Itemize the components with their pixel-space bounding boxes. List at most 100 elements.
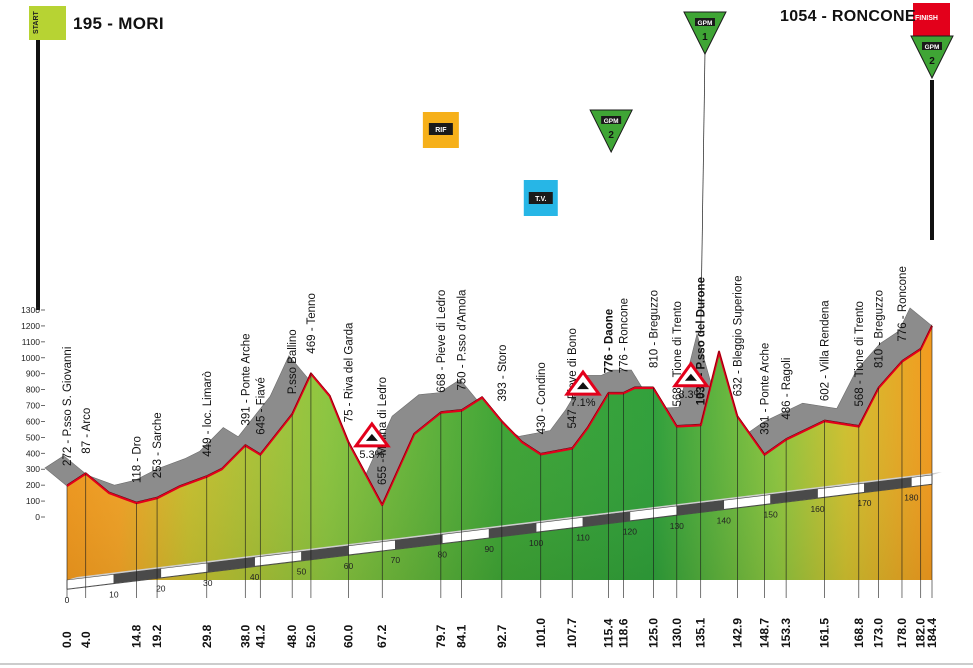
finish-flag: FINISH [913, 3, 950, 37]
km-label: 173.0 [872, 618, 886, 648]
x-tick-label: 170 [857, 498, 871, 508]
km-label: 67.2 [375, 624, 389, 648]
place-label: 393 - Storo [497, 345, 509, 402]
y-tick-label: 1300 [21, 305, 40, 315]
km-label: 148.7 [758, 618, 772, 648]
y-tick-label: 1200 [21, 321, 40, 331]
place-label: 391 - Ponte Arche [240, 333, 252, 425]
start-flag: START [29, 6, 66, 40]
gradient-sign-icon [684, 373, 697, 381]
x-tick-label: 110 [576, 532, 590, 542]
km-label: 153.3 [779, 618, 793, 648]
km-label: 118.6 [616, 618, 630, 648]
place-label: 568 - Tione di Trento [854, 301, 866, 406]
tv-badge [528, 192, 553, 204]
gpm-badge [922, 42, 942, 50]
y-tick-label: 1000 [21, 353, 40, 363]
x-tick-label: 130 [670, 521, 684, 531]
km-label: 19.2 [150, 624, 164, 648]
km-label: 29.8 [200, 624, 214, 648]
place-label: 272 - P.sso S. Giovanni [62, 347, 74, 466]
start-title: 195 - MORI [73, 14, 164, 33]
leader-lines [66, 325, 933, 598]
place-label: P.sso Ballino [287, 329, 299, 394]
km-label: 142.9 [730, 618, 744, 648]
km-label: 184.4 [925, 618, 939, 648]
place-label: 750 - P.sso d'Amola [457, 289, 469, 391]
x-tick-label: 90 [484, 544, 494, 554]
profile-top-line [66, 325, 933, 507]
y-tick-label: 900 [26, 369, 40, 379]
finish-title: 1054 - RONCONE [780, 8, 916, 25]
x-tick-label: 40 [250, 572, 260, 582]
x-axis: 0 10 20 30 40 50 60 70 80 90 100 110 120 130 140 150 160… [65, 493, 919, 605]
place-label: 75 - Riva del Garda [343, 322, 355, 422]
x-tick-label: 160 [810, 504, 824, 514]
gpm-label: GPM [925, 44, 940, 51]
km-label: 182.0 [914, 618, 928, 648]
km-label: 38.0 [238, 624, 252, 648]
place-label: 655 - Molina di Ledro [377, 377, 389, 485]
x-tick-label: 10 [109, 589, 119, 599]
base-band [0, 472, 973, 665]
gpm-label: GPM [604, 118, 619, 125]
rif-label: RIF [435, 127, 447, 134]
gpm-label: GPM [698, 20, 713, 27]
place-label: 602 - Villa Rendena [820, 300, 832, 401]
km-label: 0.0 [60, 631, 74, 648]
profile-layer [44, 307, 933, 580]
y-tick-label: 500 [26, 432, 40, 442]
x-tick-label: 30 [203, 578, 213, 588]
place-label: 391 - Ponte Arche [760, 343, 772, 435]
x-tick-label: 180 [904, 493, 918, 503]
km-label: 115.4 [601, 618, 615, 648]
km-label: 125.0 [646, 618, 660, 648]
km-label: 168.8 [852, 618, 866, 648]
place-label: 430 - Condino [536, 362, 548, 434]
x-tick-label: 80 [438, 549, 448, 559]
place-label: 486 - Ragoli [781, 358, 793, 420]
y-tick-label: 300 [26, 464, 40, 474]
y-tick-label: 400 [26, 448, 40, 458]
gpm-badge [694, 18, 715, 26]
y-tick-label: 800 [26, 385, 40, 395]
y-tick-label: 0 [35, 512, 40, 522]
gradient-label: 7.1% [570, 397, 595, 409]
finish-flag-label: FINISH [915, 15, 938, 22]
gpm-badge [601, 116, 622, 124]
gpm-marker [683, 11, 727, 56]
x-tick-label: 70 [391, 555, 401, 565]
gradient-label: 5.3% [359, 449, 384, 461]
gpm-marker [589, 109, 633, 154]
km-label: 92.7 [495, 624, 509, 648]
x-tick-label: 140 [717, 515, 731, 525]
km-label: 178.0 [895, 618, 909, 648]
y-tick-label: 100 [26, 496, 40, 506]
gradient-sign-icon [365, 433, 378, 441]
km-label: 41.2 [253, 624, 267, 648]
gpm-number: 2 [929, 56, 935, 67]
place-label: 469 - Tenno [306, 293, 318, 354]
place-label: 810 - Breguzzo [874, 290, 886, 368]
y-tick-label: 200 [26, 480, 40, 490]
profile-shade [67, 325, 932, 580]
km-label: 4.0 [79, 631, 93, 648]
place-label: 810 - Breguzzo [648, 290, 660, 368]
gradient-label: 8.3% [678, 389, 703, 401]
place-label: 776 - Roncone [897, 266, 909, 341]
place-label: 547 - Pieve di Bono [567, 328, 579, 428]
x-tick-label: 0 [65, 595, 70, 605]
profile-top-edge [66, 324, 933, 505]
km-label: 101.0 [534, 618, 548, 648]
x-tick-label: 20 [156, 584, 166, 594]
x-tick-label: 50 [297, 567, 307, 577]
rif-badge [428, 123, 453, 135]
start-pole [36, 40, 40, 310]
x-tick-label: 150 [764, 510, 778, 520]
gpm-leader [700, 53, 706, 334]
gpm-number: 1 [702, 32, 708, 43]
place-label: 449 - loc. Limarò [202, 371, 214, 457]
km-label: 135.1 [694, 618, 708, 648]
place-label: 776 - Roncone [618, 298, 630, 373]
